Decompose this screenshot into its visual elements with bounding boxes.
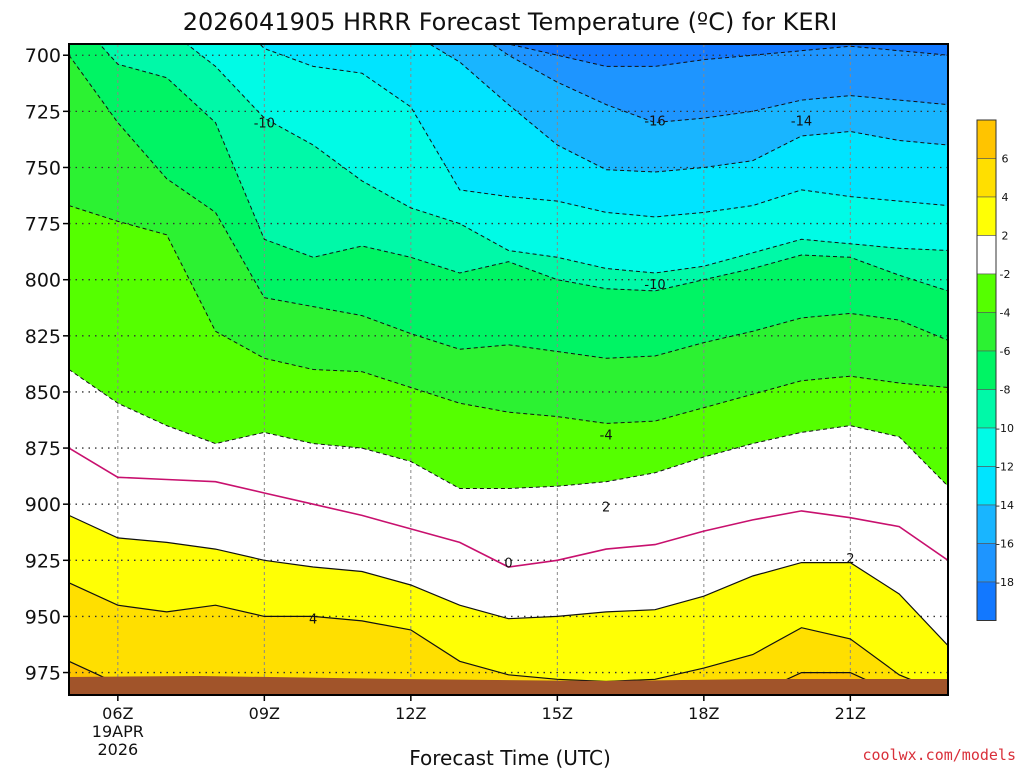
x-tick-label: 15Z [542, 704, 573, 723]
isotherm-line [185, 44, 948, 274]
colorbar-swatch [976, 350, 997, 390]
y-tick-label: 875 [25, 438, 61, 460]
isotherm-label: -16 [644, 114, 665, 129]
isotherm-line [69, 660, 948, 695]
fill-band [69, 369, 948, 568]
chart-title: 2026041905 HRRR Forecast Temperature (ºC… [183, 8, 838, 36]
fill-band [69, 55, 948, 424]
isotherm-lines [69, 44, 948, 695]
colorbar-swatch [976, 389, 997, 429]
isotherm-line [69, 582, 948, 695]
y-tick-label: 725 [25, 101, 61, 123]
y-tick-label: 750 [25, 157, 61, 179]
x-tick-date: 19APR [92, 722, 144, 741]
colorbar-label: -10 [996, 422, 1014, 435]
fill-band [186, 44, 948, 273]
y-tick-label: 975 [25, 663, 61, 685]
ground-surface [69, 676, 948, 695]
colorbar-swatch [976, 466, 997, 506]
y-tick-label: 700 [25, 45, 61, 67]
isotherm-label: 0 [504, 557, 512, 572]
plot-area: -10 -16 -14 -10 -4 2 0 2 4 [69, 44, 948, 695]
y-tick-label: 800 [25, 270, 61, 292]
colorbar-swatch [976, 196, 997, 236]
colorbar-swatch [976, 273, 997, 313]
fill-band [69, 448, 948, 646]
x-tick-label: 21Z [835, 704, 866, 723]
colorbar-swatch [976, 312, 997, 352]
fill-band [69, 582, 948, 695]
y-tick-label: 850 [25, 382, 61, 404]
isotherm-line [259, 44, 948, 218]
isotherm-label: 2 [846, 552, 854, 567]
colorbar-swatch [976, 119, 997, 159]
fill-band [492, 44, 948, 123]
temperature-fills [69, 44, 948, 695]
isotherm-line [69, 205, 948, 424]
colorbar-swatch [976, 504, 997, 544]
fill-band [429, 44, 948, 172]
fill-band [99, 44, 948, 291]
isotherm-label: 2 [602, 500, 610, 515]
isotherm-label: -10 [644, 278, 665, 293]
isotherm-label: -10 [254, 117, 275, 132]
x-axis-title: Forecast Time (UTC) [409, 746, 611, 768]
x-tick-label: 12Z [395, 704, 426, 723]
x-tick-label: 06Z [102, 704, 133, 723]
x-tick-label: 09Z [249, 704, 280, 723]
x-tick-label: 18Z [688, 704, 719, 723]
y-tick-label: 825 [25, 326, 61, 348]
y-axis: 700 725 750 775 800 825 850 875 900 925 950 975 [25, 45, 69, 685]
colorbar-swatch [976, 235, 997, 275]
colorbar: 6 4 2 -2 -4 -6 -8 -10 -12 -14 -16 -18 [976, 119, 1014, 621]
colorbar-label: -16 [996, 538, 1014, 551]
fill-band [69, 515, 948, 695]
colorbar-swatch [976, 581, 997, 621]
y-tick-label: 775 [25, 214, 61, 236]
y-tick-label: 925 [25, 550, 61, 572]
colorbar-label: -12 [996, 461, 1014, 474]
colorbar-label: -18 [996, 576, 1014, 589]
colorbar-label: 2 [1002, 230, 1009, 243]
grid-lines [69, 44, 948, 695]
colorbar-swatch [976, 158, 997, 198]
colorbar-swatch [976, 543, 997, 583]
colorbar-label: -2 [1000, 268, 1011, 281]
colorbar-label: -14 [996, 499, 1014, 512]
isotherm-labels: -10 -16 -14 -10 -4 2 0 2 4 [254, 114, 855, 627]
colorbar-label: 6 [1002, 153, 1009, 166]
colorbar-label: 4 [1002, 191, 1009, 204]
isotherm-line [98, 44, 948, 292]
isotherm-line [69, 514, 948, 647]
isotherm-label: 4 [309, 613, 317, 628]
y-tick-label: 900 [25, 494, 61, 516]
site-credit: coolwx.com/models [862, 746, 1016, 764]
isotherm-line [69, 447, 948, 568]
fill-band [259, 44, 948, 217]
colorbar-label: -8 [1000, 384, 1011, 397]
colorbar-label: -4 [1000, 307, 1011, 320]
x-tick-year: 2026 [97, 740, 138, 759]
y-tick-label: 950 [25, 606, 61, 628]
colorbar-frame [976, 119, 997, 621]
isotherm-line [69, 369, 948, 489]
plot-frame [68, 43, 949, 696]
isotherm-line [428, 44, 948, 173]
fill-band [69, 44, 948, 359]
fill-band [69, 205, 948, 489]
colorbar-swatch [976, 427, 997, 467]
isotherm-label: -4 [600, 429, 613, 444]
isotherm-label: -14 [791, 114, 812, 129]
colorbar-label: -6 [1000, 345, 1011, 358]
